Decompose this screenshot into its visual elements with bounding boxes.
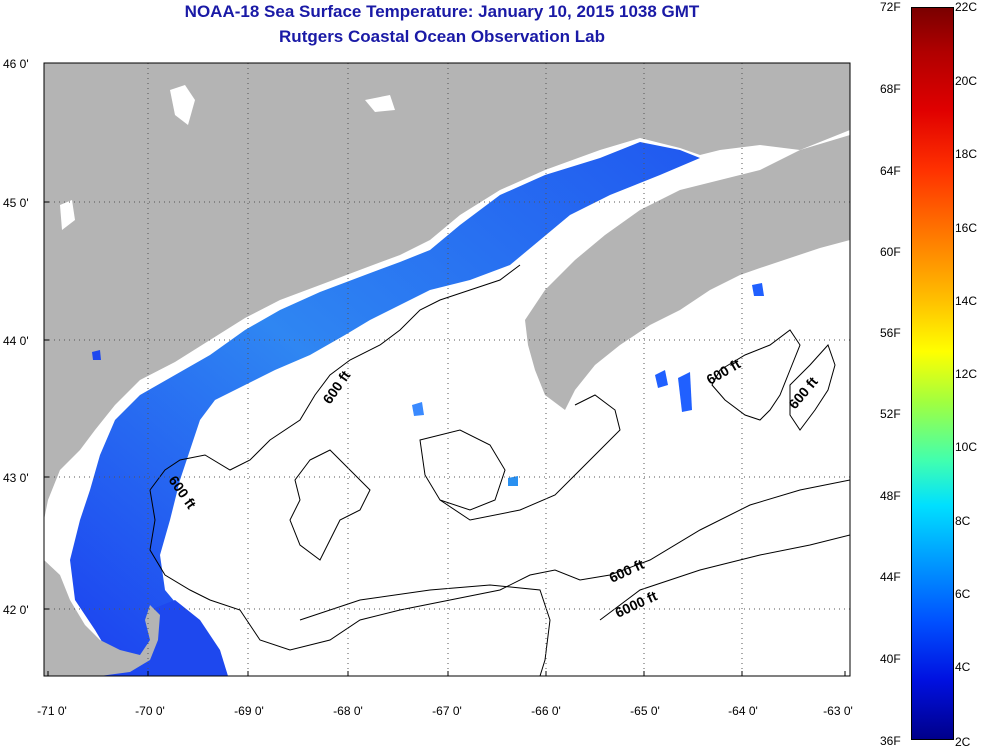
inland-lake <box>60 200 75 230</box>
map-frame <box>43 62 851 677</box>
colorbar-c-label: 20C <box>955 74 978 88</box>
bathymetry-contours <box>149 264 850 676</box>
colorbar-c-label: 10C <box>955 440 978 454</box>
lat-label: 43 0' <box>3 471 29 485</box>
colorbar-c-label: 22C <box>955 0 978 14</box>
land-pei <box>740 80 850 122</box>
colorbar-c-label: 14C <box>955 294 978 308</box>
sst-patch <box>508 476 518 486</box>
frame-ticks <box>44 62 846 676</box>
sst-southern-patch <box>150 600 228 676</box>
lat-label: 46 0' <box>3 57 29 71</box>
colorbar-c-label: 2C <box>955 735 971 749</box>
sst-patch <box>655 370 668 388</box>
lat-label: 45 0' <box>3 196 29 210</box>
colorbar-f-label: 40F <box>880 652 901 666</box>
lon-label: -63 0' <box>823 704 853 718</box>
colorbar-f-label: 56F <box>880 326 901 340</box>
inland-lake <box>365 95 395 112</box>
graticule <box>44 63 850 676</box>
sst-patch <box>752 283 764 296</box>
lon-label: -67 0' <box>432 704 462 718</box>
land-massachusetts <box>44 560 160 676</box>
map-title: NOAA-18 Sea Surface Temperature: January… <box>184 2 700 21</box>
sst-patch <box>678 372 692 412</box>
colorbar-f-label: 64F <box>880 164 901 178</box>
colorbar-f-label: 68F <box>880 82 901 96</box>
colorbar-f-label: 36F <box>880 734 901 748</box>
colorbar-f-label: 52F <box>880 407 901 421</box>
lat-label: 42 0' <box>3 603 29 617</box>
colorbar-c-label: 12C <box>955 367 978 381</box>
colorbar-f-label: 48F <box>880 489 901 503</box>
map-subtitle: Rutgers Coastal Ocean Observation Lab <box>279 27 605 46</box>
colorbar-c-label: 6C <box>955 587 971 601</box>
land-nova-scotia <box>525 135 850 410</box>
temperature-colorbar <box>911 7 954 740</box>
sst-patch <box>412 402 424 416</box>
lon-label: -65 0' <box>630 704 660 718</box>
lat-label: 44 0' <box>3 334 29 348</box>
colorbar-c-label: 18C <box>955 147 978 161</box>
lon-label: -64 0' <box>728 704 758 718</box>
inland-lake <box>170 85 195 125</box>
colorbar-c-label: 4C <box>955 660 971 674</box>
colorbar-f-label: 72F <box>880 0 901 14</box>
land-maine-newbrunswick <box>44 63 850 520</box>
lon-label: -71 0' <box>37 704 67 718</box>
sst-coastal-band <box>44 142 700 676</box>
colorbar-c-label: 16C <box>955 221 978 235</box>
lon-label: -66 0' <box>531 704 561 718</box>
lon-label: -70 0' <box>135 704 165 718</box>
colorbar-c-label: 8C <box>955 514 971 528</box>
sst-patch <box>92 350 101 360</box>
colorbar-f-label: 44F <box>880 570 901 584</box>
lon-label: -69 0' <box>234 704 264 718</box>
lon-label: -68 0' <box>333 704 363 718</box>
colorbar-f-label: 60F <box>880 245 901 259</box>
